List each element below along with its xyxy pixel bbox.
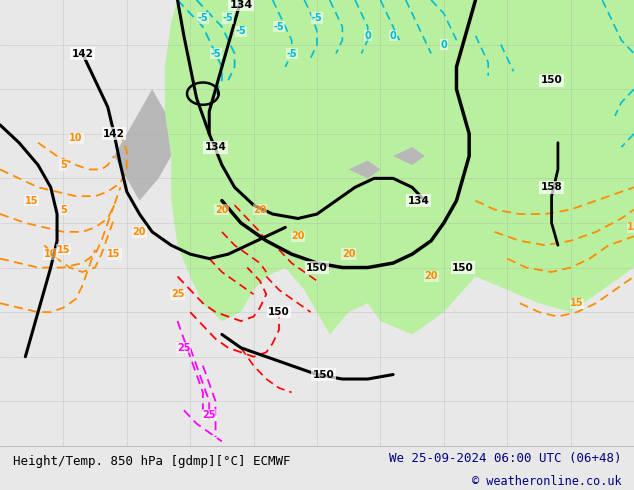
Text: We 25-09-2024 06:00 UTC (06+48): We 25-09-2024 06:00 UTC (06+48): [389, 452, 621, 465]
Text: 25: 25: [171, 289, 184, 299]
Polygon shape: [393, 147, 425, 165]
Text: 142: 142: [103, 129, 125, 139]
Text: 150: 150: [541, 75, 562, 85]
Text: -5: -5: [287, 49, 297, 58]
Text: -5: -5: [198, 13, 208, 23]
Text: 5: 5: [60, 160, 67, 170]
Text: 10: 10: [69, 133, 83, 143]
Text: 5: 5: [60, 204, 67, 215]
Text: © weatheronline.co.uk: © weatheronline.co.uk: [472, 475, 621, 488]
Text: 0: 0: [390, 31, 396, 41]
Text: 0: 0: [365, 31, 371, 41]
Text: 142: 142: [72, 49, 93, 58]
Text: 20: 20: [215, 204, 229, 215]
Polygon shape: [165, 0, 634, 334]
Text: 20: 20: [424, 271, 438, 281]
Text: 15: 15: [570, 298, 584, 308]
Text: 15: 15: [107, 249, 121, 259]
Text: -5: -5: [274, 22, 284, 32]
Text: 150: 150: [306, 263, 328, 272]
Text: 150: 150: [452, 263, 474, 272]
Polygon shape: [558, 0, 634, 170]
Text: -5: -5: [223, 13, 233, 23]
Text: 20: 20: [133, 227, 146, 237]
Text: -5: -5: [210, 49, 221, 58]
Text: 20: 20: [253, 204, 267, 215]
Text: 10: 10: [44, 249, 58, 259]
Text: -5: -5: [312, 13, 322, 23]
Text: Height/Temp. 850 hPa [gdmp][°C] ECMWF: Height/Temp. 850 hPa [gdmp][°C] ECMWF: [13, 455, 290, 468]
Text: 25: 25: [202, 410, 216, 420]
Text: 134: 134: [408, 196, 429, 206]
Text: 150: 150: [313, 369, 334, 380]
Text: -5: -5: [236, 26, 246, 36]
Polygon shape: [349, 161, 380, 178]
Text: 20: 20: [342, 249, 356, 259]
Text: 25: 25: [177, 343, 191, 353]
Text: 158: 158: [541, 182, 562, 192]
Text: 134: 134: [230, 0, 252, 10]
Text: 150: 150: [268, 307, 290, 317]
Text: 20: 20: [291, 231, 305, 242]
Text: 134: 134: [205, 142, 226, 152]
Text: 15: 15: [56, 245, 70, 255]
Text: 15: 15: [25, 196, 39, 206]
Polygon shape: [114, 89, 171, 201]
Text: 0: 0: [441, 40, 447, 49]
Text: 15: 15: [627, 222, 634, 232]
